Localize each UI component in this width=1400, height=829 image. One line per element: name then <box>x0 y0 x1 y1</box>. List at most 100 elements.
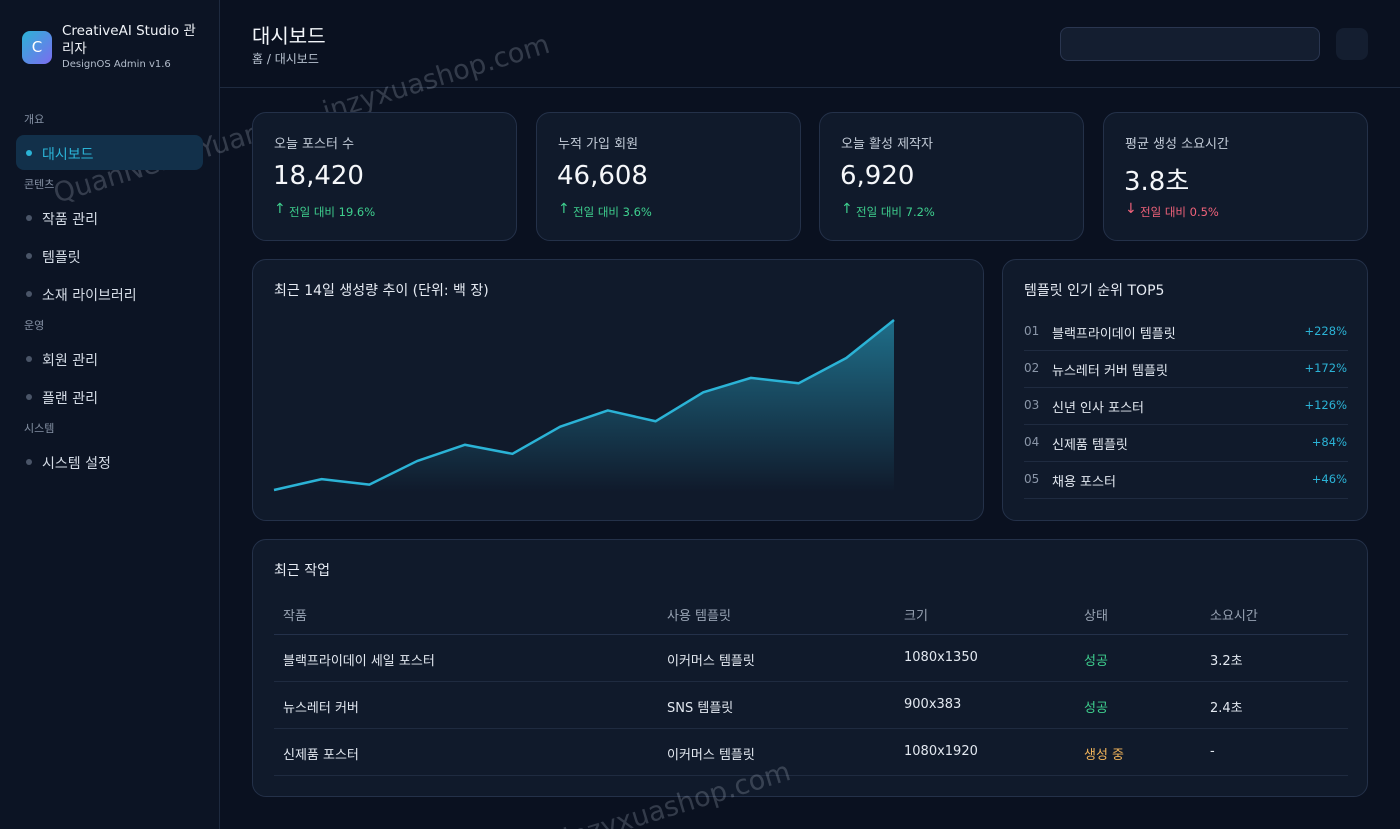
nav-item[interactable]: 대시보드 <box>42 147 94 163</box>
nav-item[interactable]: 시스템 설정 <box>42 456 111 472</box>
column-header: 소요시간 <box>1210 609 1258 624</box>
rank-name: 신제품 템플릿 <box>1052 438 1128 453</box>
nav-group-label: 콘텐츠 <box>24 178 55 191</box>
row-divider <box>1024 461 1348 462</box>
nav-item[interactable]: 작품 관리 <box>42 212 98 228</box>
stat-value: 3.8초 <box>1124 167 1190 197</box>
stat-value: 18,420 <box>273 161 364 191</box>
table-cell: 3.2초 <box>1210 654 1243 669</box>
column-header: 사용 템플릿 <box>667 609 731 624</box>
nav-group-label: 시스템 <box>24 422 55 435</box>
table-card: 최근 작업 작품 사용 템플릿 크기 상태 소요시간 블랙프라이데이 세일 포스터 이커머스… <box>252 539 1368 797</box>
row-divider <box>274 728 1348 729</box>
chart-title: 최근 14일 생성량 추이 (단위: 백 장) <box>274 283 489 299</box>
nav-group-label: 운영 <box>24 319 45 332</box>
column-header: 크기 <box>904 609 928 624</box>
rank-name: 채용 포스터 <box>1052 475 1116 490</box>
table-cell: 생성 중 <box>1084 748 1125 763</box>
rank-change: +126% <box>1304 398 1347 412</box>
rank-number: 04 <box>1024 435 1040 449</box>
rank-name: 뉴스레터 커버 템플릿 <box>1052 364 1168 379</box>
rank-change: +228% <box>1304 324 1347 338</box>
table-cell: 1080x1920 <box>904 744 978 759</box>
stat-change: 전일 대비 19.6% <box>289 205 376 219</box>
stat-label: 오늘 포스터 수 <box>274 137 355 152</box>
nav-dot <box>26 356 32 362</box>
page-title: 대시보드 <box>252 24 326 48</box>
ranking-title: 템플릿 인기 순위 TOP5 <box>1024 283 1165 299</box>
nav-active-bg <box>16 135 203 170</box>
trend-arrow: ↑ <box>841 201 853 217</box>
rank-name: 블랙프라이데이 템플릿 <box>1052 327 1176 342</box>
rank-change: +172% <box>1304 361 1347 375</box>
area-fill <box>274 320 894 492</box>
table-cell: 이커머스 템플릿 <box>667 748 755 763</box>
nav-item[interactable]: 소재 라이브러리 <box>42 288 137 304</box>
table-cell: 성공 <box>1084 701 1108 716</box>
chart <box>273 319 895 492</box>
icon-button[interactable] <box>1336 28 1368 60</box>
table-cell: 900x383 <box>904 697 962 712</box>
search-box[interactable] <box>1060 27 1320 61</box>
table-cell: 이커머스 템플릿 <box>667 654 755 669</box>
nav-dot <box>26 253 32 259</box>
nav-item[interactable]: 템플릿 <box>42 250 81 266</box>
trend-arrow: ↓ <box>1125 201 1137 217</box>
table-cell: 뉴스레터 커버 <box>283 701 359 716</box>
nav-item[interactable]: 플랜 관리 <box>42 391 98 407</box>
brand-name: CreativeAI Studio 관리자 <box>62 23 196 57</box>
stat-change: 전일 대비 0.5% <box>1140 205 1219 219</box>
brand-version: DesignOS Admin v1.6 <box>62 59 171 70</box>
stat-change: 전일 대비 3.6% <box>573 205 652 219</box>
rank-change: +46% <box>1311 472 1347 486</box>
table-cell: 1080x1350 <box>904 650 978 665</box>
row-divider <box>1024 498 1348 499</box>
nav-group-label: 개요 <box>24 113 45 126</box>
stat-change: 전일 대비 7.2% <box>856 205 935 219</box>
row-divider <box>1024 350 1348 351</box>
row-divider <box>274 775 1348 776</box>
stat-card: 평균 생성 소요시간 3.8초 ↓ 전일 대비 0.5% <box>1103 112 1368 241</box>
stat-card: 오늘 포스터 수 18,420 ↑ 전일 대비 19.6% <box>252 112 517 241</box>
nav-dot <box>26 215 32 221</box>
line <box>273 319 895 492</box>
breadcrumb: 홈 / 대시보드 <box>252 52 319 66</box>
table-cell: - <box>1210 744 1215 759</box>
stat-label: 오늘 활성 제작자 <box>841 137 933 152</box>
table-cell: 2.4초 <box>1210 701 1243 716</box>
nav-dot <box>26 394 32 400</box>
column-header: 작품 <box>283 609 307 624</box>
row-divider <box>274 681 1348 682</box>
logo: C <box>22 31 52 64</box>
stat-label: 누적 가입 회원 <box>558 137 639 152</box>
rank-number: 02 <box>1024 361 1040 375</box>
rank-number: 03 <box>1024 398 1040 412</box>
stat-value: 6,920 <box>840 161 915 191</box>
table-title: 최근 작업 <box>274 563 330 579</box>
chart-card: 최근 14일 생성량 추이 (단위: 백 장) <box>252 259 984 521</box>
stat-card: 누적 가입 회원 46,608 ↑ 전일 대비 3.6% <box>536 112 801 241</box>
rank-number: 05 <box>1024 472 1040 486</box>
row-divider <box>1024 424 1348 425</box>
nav-dot <box>26 150 32 156</box>
header-divider <box>274 634 1348 635</box>
rank-name: 신년 인사 포스터 <box>1052 401 1144 416</box>
trend-arrow: ↑ <box>274 201 286 217</box>
stat-label: 평균 생성 소요시간 <box>1125 137 1229 152</box>
ranking-card: 템플릿 인기 순위 TOP5 01 블랙프라이데이 템플릿 +228% 02 뉴스레터 … <box>1002 259 1368 521</box>
nav-item[interactable]: 회원 관리 <box>42 353 98 369</box>
rank-number: 01 <box>1024 324 1040 338</box>
table-cell: SNS 템플릿 <box>667 701 734 716</box>
table-cell: 신제품 포스터 <box>283 748 359 763</box>
stat-card: 오늘 활성 제작자 6,920 ↑ 전일 대비 7.2% <box>819 112 1084 241</box>
nav-dot <box>26 291 32 297</box>
column-header: 상태 <box>1084 609 1108 624</box>
header-divider <box>220 87 1400 88</box>
rank-change: +84% <box>1311 435 1347 449</box>
table-cell: 블랙프라이데이 세일 포스터 <box>283 654 435 669</box>
table-cell: 성공 <box>1084 654 1108 669</box>
trend-arrow: ↑ <box>558 201 570 217</box>
nav-dot <box>26 459 32 465</box>
